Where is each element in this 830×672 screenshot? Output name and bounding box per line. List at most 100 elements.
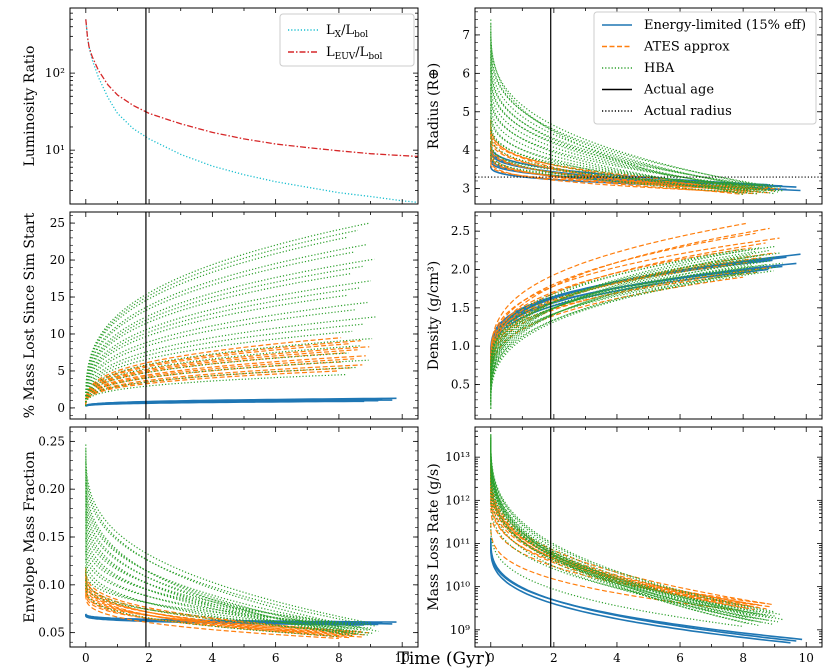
series-line-energy-limited-2 [490, 541, 803, 641]
series-line-hba-4 [85, 517, 359, 635]
series-line-hba-8 [490, 150, 783, 192]
series-line-hba-4 [490, 267, 763, 391]
x-axis-label: Time (Gyr) [398, 649, 491, 669]
series-line-hba-2 [490, 270, 774, 400]
series-line-hba-12 [490, 77, 762, 190]
series-line-ates-approx-8 [490, 163, 780, 190]
legend-label: HBA [644, 61, 675, 76]
series-line-hba-3 [490, 137, 748, 194]
legend-box [593, 11, 817, 125]
y-axis-label-density: Density (g/cm³) [426, 261, 442, 371]
massloss-curves [85, 222, 397, 407]
legend-label: Actual radius [643, 104, 732, 119]
series-line-hba-0 [490, 272, 744, 409]
series-line-hba-14 [490, 109, 751, 189]
x-tick-label: 4 [209, 651, 217, 665]
series-line-hba-16 [85, 258, 375, 406]
series-line-hba-6 [490, 440, 753, 622]
series-line-hba-7 [490, 454, 768, 621]
series-line-hba-5 [85, 571, 374, 634]
series-line-hba-9 [490, 261, 757, 387]
y-tick-label: 10¹² [445, 493, 470, 507]
series-line-hba-3 [85, 352, 349, 406]
series-line-hba-21 [85, 444, 371, 624]
series-line-hba-19 [490, 439, 745, 614]
series-line-ates-approx-11 [490, 222, 746, 367]
density-curves [490, 222, 801, 409]
series-line-ates-approx-3 [85, 361, 343, 406]
series-line-hba-21 [490, 154, 775, 186]
x-tick-label: 6 [272, 651, 280, 665]
legend-label: LEUV/Lbol [326, 45, 382, 62]
series-line-ates-approx-8 [85, 346, 370, 406]
x-tick-label: 10 [395, 651, 410, 665]
series-line-ates-approx-6 [490, 152, 752, 191]
legend-label: Actual age [643, 83, 714, 98]
series-line-hba-21 [85, 222, 370, 406]
series-line-ates-approx-1 [490, 148, 758, 195]
series-line-ates-approx-6 [85, 352, 346, 406]
series-line-hba-11 [490, 258, 747, 378]
series-line-hba-18 [85, 566, 367, 626]
series-line-hba-0 [85, 584, 339, 638]
y-tick-label: 2.0 [451, 263, 470, 277]
y-tick-label: 0.5 [451, 378, 470, 392]
series-line-hba-16 [490, 252, 781, 374]
series-line-hba-17 [490, 446, 756, 615]
y-axis-label-envelope: Envelope Mass Fraction [22, 451, 38, 623]
plots-layer: 10¹ 10² Luminosity Ratio LX/Lbol LEUV/Lbol 3 4… [22, 7, 823, 665]
series-line-hba-16 [490, 435, 782, 616]
series-line-hba-12 [490, 257, 762, 393]
y-tick-label: 2.5 [451, 224, 470, 238]
y-tick-label: 1.5 [451, 301, 470, 315]
y-tick-label: 10¹⁰ [445, 580, 470, 594]
series-line-hba-5 [490, 32, 779, 193]
legend-box [279, 13, 415, 67]
series-line-hba-2 [85, 359, 369, 406]
x-tick-label: 8 [335, 651, 343, 665]
series-line-hba-15 [85, 265, 363, 406]
y-tick-label: 10 [50, 327, 65, 341]
series-line-ates-approx-2 [85, 587, 363, 638]
y-axis-label-mdot: Mass Loss Rate (g/s) [426, 463, 442, 610]
series-line-hba-16 [490, 142, 781, 188]
series-line-ates-approx-3 [490, 261, 748, 365]
y-tick-label: 15 [50, 290, 65, 304]
series-line-hba-16 [85, 457, 377, 627]
y-tick-label: 4 [462, 143, 470, 157]
series-line-hba-18 [85, 244, 367, 406]
y-axis-label-massloss: % Mass Lost Since Sim Start [22, 212, 38, 418]
y-tick-label: 10¹¹ [445, 536, 470, 550]
series-line-ates-approx-5 [490, 123, 776, 192]
y-tick-label: 7 [462, 28, 470, 42]
panel-radius: 3 4 5 6 7 Radius (R⊕) Energy-limited (15% eff)… [426, 7, 823, 205]
y-tick-label: 10⁹ [450, 623, 470, 637]
x-tick-label: 10 [799, 651, 814, 665]
series-line-hba-12 [85, 525, 358, 630]
y-tick-label: 6 [462, 66, 470, 80]
series-line-hba-20 [490, 452, 760, 613]
series-line-hba-0 [490, 19, 744, 195]
series-line-hba-19 [85, 236, 347, 406]
series-line-hba-8 [490, 434, 783, 621]
series-line-ates-approx-6 [85, 574, 346, 635]
series-line-hba-21 [490, 245, 775, 370]
series-line-ates-approx-11 [490, 156, 746, 188]
y-tick-label: 10² [45, 66, 65, 80]
legend-label: ATES approx [643, 40, 730, 55]
series-line-hba-20 [490, 247, 760, 395]
x-tick-label: 6 [676, 651, 684, 665]
series-line-hba-3 [490, 436, 748, 625]
series-line-hba-11 [490, 437, 747, 619]
series-line-ates-approx-9 [490, 232, 756, 372]
series-line-hba-13 [85, 579, 373, 629]
x-tick-label: 2 [550, 651, 558, 665]
series-line-ates-approx-0 [490, 522, 744, 612]
y-tick-label: 5 [462, 105, 470, 119]
y-tick-label: 0.05 [38, 626, 65, 640]
series-line-hba-5 [490, 266, 779, 406]
series-line-ates-approx-0 [85, 594, 339, 639]
series-line-hba-10 [490, 260, 772, 402]
series-line-hba-14 [490, 441, 751, 617]
